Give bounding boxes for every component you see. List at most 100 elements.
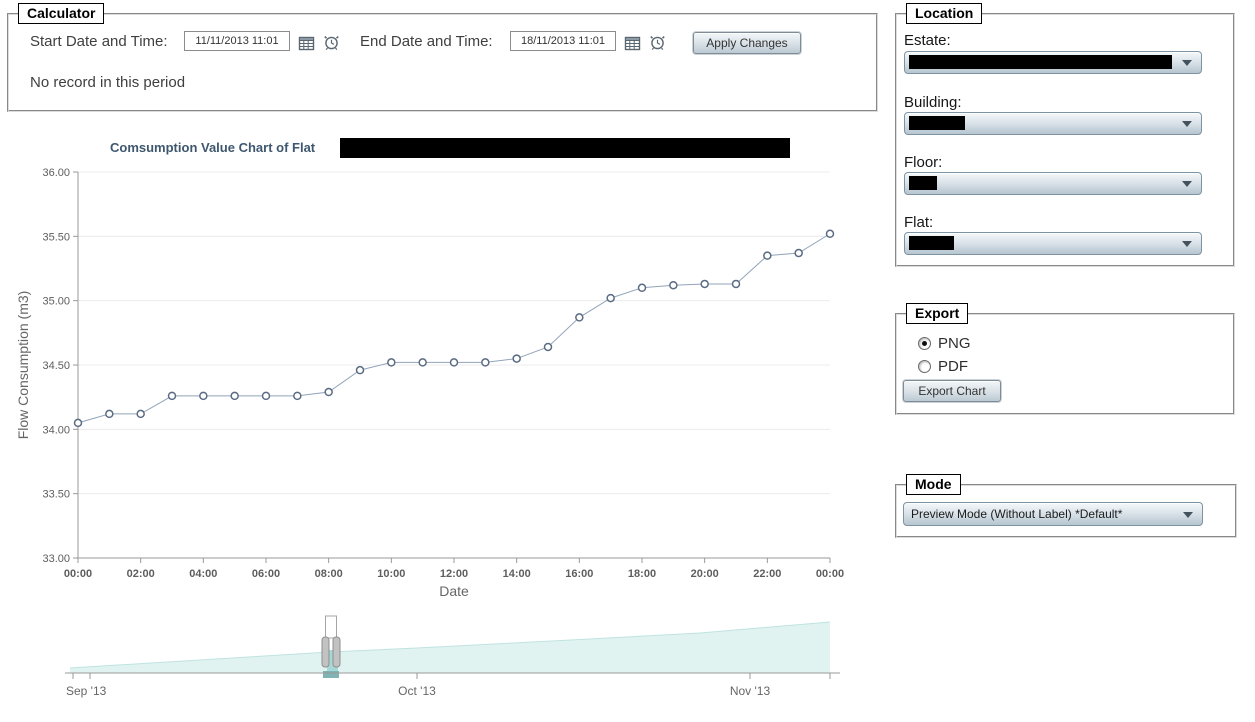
chevron-down-icon [1183, 512, 1193, 518]
y-tick-label: 34.00 [42, 424, 70, 436]
x-tick-label: 06:00 [252, 568, 280, 580]
data-point-marker[interactable] [418, 358, 427, 367]
data-point-marker[interactable] [543, 342, 553, 352]
redacted-value [909, 116, 965, 130]
data-point-marker[interactable] [199, 391, 208, 401]
navigator-area [70, 622, 830, 673]
flat-label: Flat: [904, 214, 934, 231]
mode-panel: Mode Preview Mode (Without Label) *Defau… [895, 474, 1237, 538]
navigator-month-label: Nov '13 [730, 684, 771, 698]
data-point-marker[interactable] [293, 391, 302, 401]
data-point-marker[interactable] [512, 354, 521, 363]
data-point-marker[interactable] [105, 409, 114, 419]
data-point-marker[interactable] [669, 280, 678, 290]
x-tick-label: 14:00 [503, 568, 531, 580]
data-point-marker[interactable] [355, 365, 365, 375]
redacted-value [909, 55, 1172, 69]
x-tick-label: 12:00 [440, 568, 468, 580]
data-point-marker[interactable] [637, 283, 647, 293]
data-point-marker[interactable] [763, 251, 772, 260]
data-point-marker[interactable] [73, 418, 83, 428]
data-point-marker[interactable] [606, 293, 615, 303]
data-point-marker[interactable] [324, 387, 333, 397]
redacted-value [909, 176, 937, 190]
x-tick-label: 02:00 [127, 568, 155, 580]
data-point-marker[interactable] [230, 391, 239, 401]
clock-icon[interactable] [323, 34, 340, 51]
data-point-marker[interactable] [794, 248, 803, 258]
x-tick-label: 22:00 [753, 568, 781, 580]
mode-dropdown[interactable]: Preview Mode (Without Label) *Default* [903, 502, 1203, 526]
y-tick-label: 34.50 [42, 360, 70, 372]
data-point-marker[interactable] [825, 229, 835, 239]
export-legend: Export [906, 303, 969, 324]
data-point-marker[interactable] [261, 391, 271, 401]
pdf-radio-option[interactable]: PDF [918, 358, 968, 375]
consumption-chart: Comsumption Value Chart of Flat 33.00 33.5… [15, 138, 844, 599]
y-axis-title: Flow Consumption (m3) [15, 291, 31, 440]
start-date-input[interactable] [184, 31, 290, 51]
data-point-marker[interactable] [167, 391, 177, 401]
data-point-marker[interactable] [387, 358, 396, 367]
calculator-legend: Calculator [18, 3, 105, 24]
export-chart-button[interactable]: Export Chart [903, 380, 1001, 402]
data-point-marker[interactable] [575, 313, 584, 322]
consumption-series-line [77, 233, 831, 424]
mode-selected-value: Preview Mode (Without Label) *Default* [911, 507, 1123, 521]
x-tick-label: 20:00 [691, 568, 719, 580]
calendar-icon[interactable] [298, 35, 315, 52]
location-legend: Location [906, 3, 983, 24]
building-dropdown[interactable] [904, 112, 1202, 135]
data-point-marker[interactable] [700, 279, 709, 289]
chart-title-redaction [340, 138, 790, 158]
export-panel: Export PNG PDF Export Chart [895, 303, 1235, 415]
navigator-range-outline [325, 615, 337, 639]
chart-title: Comsumption Value Chart of Flat [110, 140, 316, 155]
navigator-month-label: Sep '13 [66, 684, 107, 698]
png-radio-option[interactable]: PNG [918, 335, 971, 352]
y-tick-label: 33.50 [42, 489, 70, 501]
clock-icon[interactable] [649, 34, 666, 51]
end-date-input[interactable] [510, 31, 616, 51]
x-tick-label: 10:00 [377, 568, 405, 580]
data-point-marker[interactable] [731, 279, 741, 289]
navigator-scrollbar[interactable] [323, 671, 339, 678]
x-tick-label: 18:00 [628, 568, 656, 580]
data-point-marker[interactable] [449, 358, 459, 367]
navigator-month-label: Oct '13 [398, 684, 436, 698]
x-tick-label: 00:00 [816, 568, 844, 580]
x-tick-label: 04:00 [189, 568, 217, 580]
pdf-radio-label: PDF [938, 358, 968, 375]
building-label: Building: [904, 94, 962, 111]
location-panel: Location Estate: Building: Floor: Flat: [895, 3, 1235, 267]
estate-dropdown[interactable] [904, 51, 1202, 74]
png-radio-label: PNG [938, 335, 971, 352]
floor-dropdown[interactable] [904, 172, 1202, 195]
radio-icon[interactable] [918, 360, 931, 373]
chart-navigator[interactable]: Sep '13 Oct '13 Nov '13 [0, 608, 870, 720]
navigator-handle-right[interactable] [332, 636, 341, 668]
calculator-panel: Calculator Start Date and Time: End Date… [7, 3, 878, 112]
no-record-message: No record in this period [30, 74, 186, 91]
floor-label: Floor: [904, 154, 943, 171]
redacted-value [909, 236, 954, 250]
x-tick-label: 00:00 [64, 568, 92, 580]
x-axis-title: Date [439, 583, 469, 599]
end-date-label: End Date and Time: [360, 33, 493, 50]
start-date-label: Start Date and Time: [30, 33, 168, 50]
estate-label: Estate: [904, 32, 951, 49]
y-tick-label: 36.00 [42, 167, 70, 179]
calendar-icon[interactable] [624, 35, 641, 52]
chevron-down-icon [1182, 60, 1192, 66]
y-tick-label: 35.00 [42, 296, 70, 308]
apply-changes-button[interactable]: Apply Changes [693, 32, 801, 54]
x-tick-label: 08:00 [315, 568, 343, 580]
navigator-handle-left[interactable] [321, 636, 330, 668]
flat-dropdown[interactable] [904, 232, 1202, 255]
y-tick-label: 35.50 [42, 231, 70, 243]
radio-icon[interactable] [918, 337, 931, 350]
chevron-down-icon [1182, 241, 1192, 247]
data-point-marker[interactable] [481, 358, 490, 367]
data-point-marker[interactable] [136, 409, 145, 419]
